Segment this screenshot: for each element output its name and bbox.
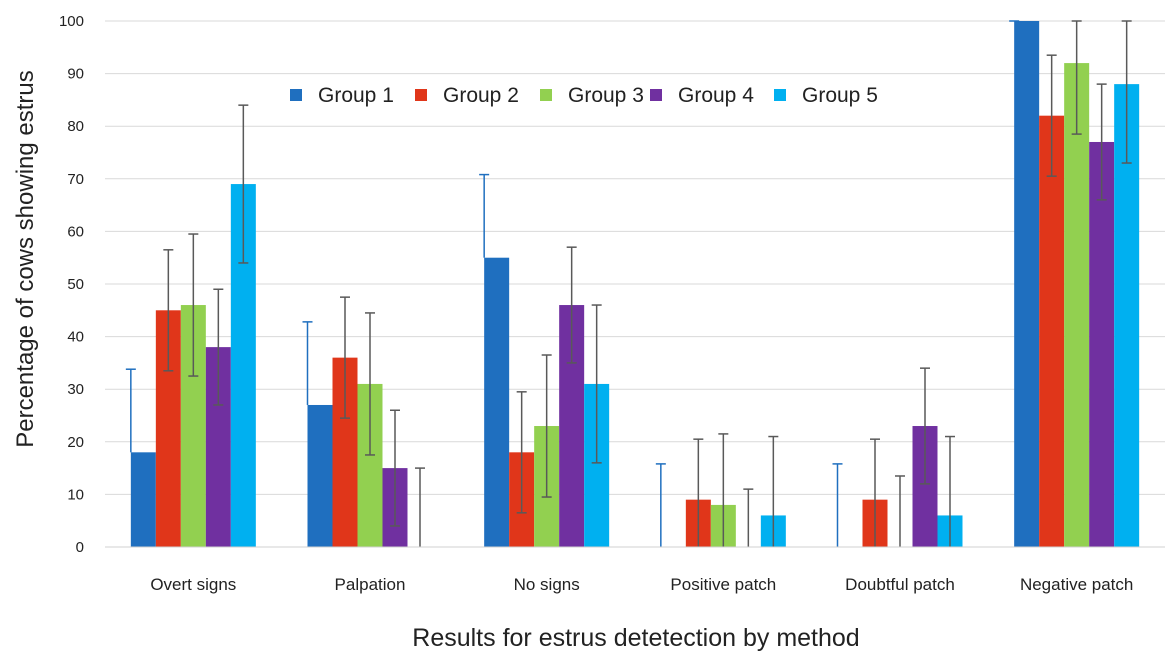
x-tick-label: Overt signs xyxy=(150,575,236,594)
legend: Group 1 Group 2 Group 3 Group 4 Group 5 xyxy=(290,84,878,107)
legend-label: Group 1 xyxy=(318,84,394,107)
legend-label: Group 5 xyxy=(802,84,878,107)
y-tick-label: 100 xyxy=(59,13,84,30)
x-tick-label: Positive patch xyxy=(670,575,776,594)
bar xyxy=(1014,21,1040,547)
legend-swatch xyxy=(290,89,302,101)
legend-swatch xyxy=(650,89,662,101)
legend-swatch xyxy=(774,89,786,101)
bar xyxy=(1039,115,1065,548)
y-tick-label: 20 xyxy=(67,434,84,451)
legend-label: Group 2 xyxy=(443,84,519,107)
y-tick-label: 40 xyxy=(67,329,84,346)
y-tick-label: 60 xyxy=(67,223,84,240)
legend-swatch xyxy=(415,89,427,101)
bar xyxy=(1089,141,1115,548)
y-tick-label: 10 xyxy=(67,486,84,503)
x-axis-title: Results for estrus detetection by method xyxy=(412,624,859,652)
bars xyxy=(130,21,1140,548)
bar xyxy=(1064,63,1090,548)
x-tick-label: No signs xyxy=(514,575,580,594)
bar xyxy=(484,257,510,547)
y-axis-ticks: 0 10 20 30 40 50 60 70 80 90 100 xyxy=(59,13,84,556)
y-tick-label: 50 xyxy=(67,276,84,293)
legend-swatch xyxy=(540,89,552,101)
x-axis-categories: Overt signs Palpation No signs Positive pat… xyxy=(150,575,1133,594)
legend-label: Group 4 xyxy=(678,84,754,107)
y-tick-label: 70 xyxy=(67,171,84,188)
y-tick-label: 0 xyxy=(76,539,84,556)
y-tick-label: 90 xyxy=(67,66,84,83)
legend-label: Group 3 xyxy=(568,84,644,107)
x-tick-label: Doubtful patch xyxy=(845,575,955,594)
y-tick-label: 30 xyxy=(67,381,84,398)
bar xyxy=(307,404,333,547)
x-tick-label: Negative patch xyxy=(1020,575,1133,594)
bar xyxy=(130,452,156,547)
y-axis-title: Percentage of cows showing estrus xyxy=(12,70,39,448)
y-tick-label: 80 xyxy=(67,118,84,135)
gridlines xyxy=(105,20,1165,495)
x-tick-label: Palpation xyxy=(335,575,406,594)
error-bars xyxy=(125,20,1132,547)
